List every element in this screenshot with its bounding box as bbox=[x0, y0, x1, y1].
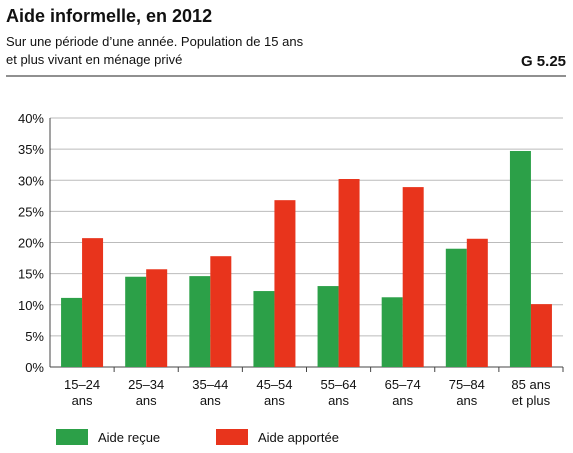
x-tick-label: 85 ans et plus bbox=[511, 377, 551, 408]
y-tick-label: 0% bbox=[25, 360, 44, 375]
x-tick-label: 35–44 ans bbox=[192, 377, 228, 408]
bar bbox=[253, 291, 275, 367]
y-tick-label: 5% bbox=[25, 329, 44, 344]
figure-number: G 5.25 bbox=[521, 53, 566, 70]
legend-swatch bbox=[56, 429, 88, 445]
y-tick-label: 15% bbox=[18, 267, 44, 282]
legend-swatch bbox=[216, 429, 248, 445]
legend-label: Aide reçue bbox=[98, 430, 160, 445]
bar bbox=[189, 276, 211, 367]
bar bbox=[509, 150, 531, 367]
bar bbox=[210, 256, 232, 367]
x-tick-label: 75–84 ans bbox=[449, 377, 485, 408]
bar bbox=[466, 238, 488, 367]
y-tick-label: 35% bbox=[18, 142, 44, 157]
y-tick-label: 20% bbox=[18, 236, 44, 251]
subtitle: Sur une période d’une année. Population … bbox=[6, 34, 304, 49]
x-tick-label: 65–74 ans bbox=[385, 377, 421, 408]
bar bbox=[402, 187, 424, 367]
bar bbox=[146, 269, 168, 367]
y-tick-label: 25% bbox=[18, 204, 44, 219]
subtitle: et plus vivant en ménage privé bbox=[6, 52, 182, 67]
bar bbox=[82, 238, 104, 367]
x-tick-label: 45–54 ans bbox=[256, 377, 292, 408]
bar bbox=[274, 200, 296, 367]
x-tick-label: 15–24 ans bbox=[64, 377, 100, 408]
bar bbox=[381, 297, 403, 367]
y-tick-label: 30% bbox=[18, 173, 44, 188]
bar bbox=[61, 297, 83, 367]
chart-title: Aide informelle, en 2012 bbox=[6, 6, 212, 26]
x-tick-label: 25–34 ans bbox=[128, 377, 164, 408]
legend-label: Aide apportée bbox=[258, 430, 339, 445]
bar bbox=[338, 179, 360, 367]
bar bbox=[125, 276, 147, 367]
x-tick-label: 55–64 ans bbox=[320, 377, 356, 408]
y-tick-label: 40% bbox=[18, 111, 44, 126]
bar bbox=[317, 286, 339, 367]
bar bbox=[530, 304, 552, 367]
y-tick-label: 10% bbox=[18, 298, 44, 313]
bar bbox=[445, 248, 467, 367]
